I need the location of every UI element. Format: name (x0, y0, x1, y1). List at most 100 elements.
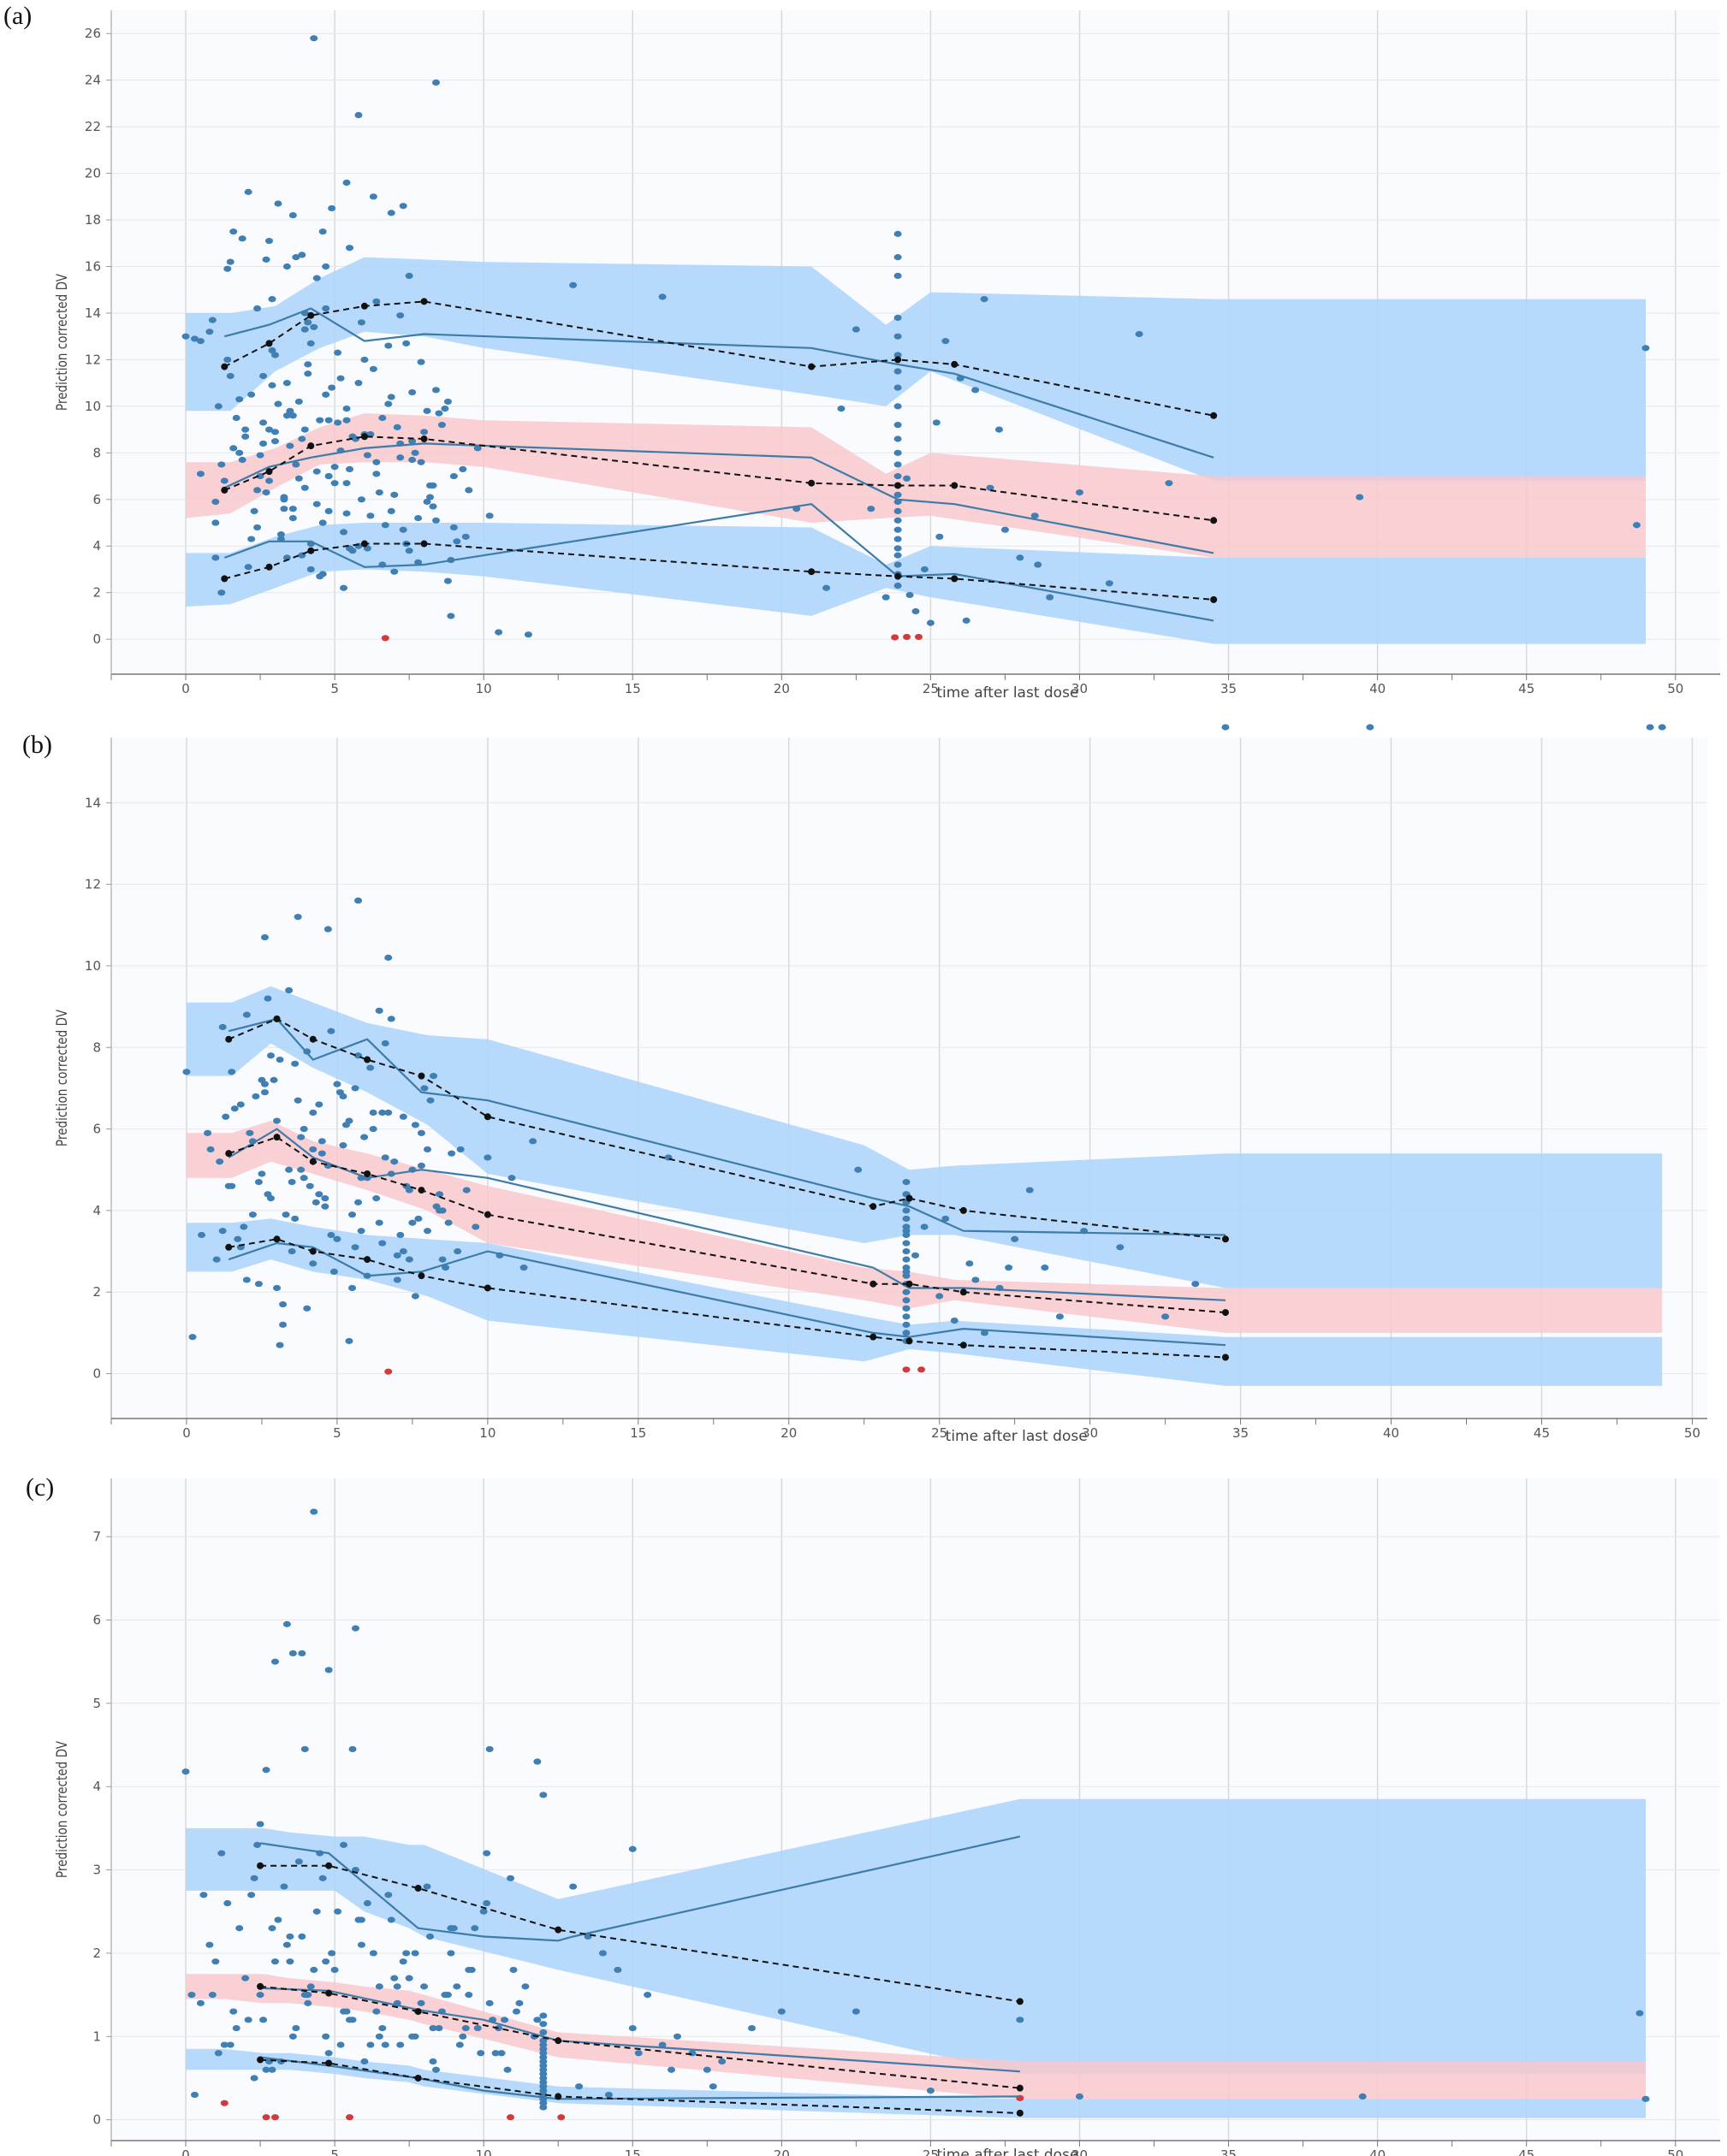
data-point (1016, 554, 1024, 561)
x-tick-label: 50 (1667, 2147, 1683, 2156)
data-point (485, 512, 494, 519)
x-tick-label: 30 (1071, 2147, 1088, 2156)
data-point (911, 607, 920, 615)
data-point (628, 2024, 637, 2032)
data-point (399, 1113, 407, 1120)
data-point (309, 1260, 318, 1267)
data-point (1633, 522, 1641, 529)
data-point (381, 2041, 389, 2048)
data-point (448, 1150, 456, 1157)
bloq-point (346, 2114, 354, 2121)
series-marker (221, 363, 228, 370)
data-point (426, 1933, 435, 1940)
data-point (294, 1097, 302, 1104)
data-point (381, 1154, 389, 1161)
data-point (329, 1268, 338, 1276)
y-tick-label: 16 (85, 259, 101, 275)
data-point (190, 335, 199, 342)
data-point (402, 1950, 411, 1957)
data-point (911, 1252, 920, 1259)
data-point (253, 524, 262, 531)
data-point (351, 435, 359, 442)
series-marker (894, 356, 902, 364)
data-point (300, 1745, 309, 1753)
series-marker (905, 1280, 913, 1288)
prediction-band-1 (186, 413, 1646, 558)
data-point (286, 1958, 294, 1965)
data-point (291, 1060, 300, 1067)
data-point (288, 506, 297, 512)
data-point (342, 480, 351, 487)
data-point (312, 468, 321, 475)
data-point (658, 293, 667, 300)
series-marker (307, 547, 315, 554)
data-point (294, 1858, 303, 1865)
data-point (204, 1129, 212, 1136)
data-point (322, 305, 330, 312)
data-point (902, 1297, 911, 1304)
data-point (435, 410, 443, 417)
data-point (322, 391, 330, 398)
data-point (390, 1975, 399, 1981)
series-marker (273, 1235, 281, 1243)
data-point (206, 1146, 215, 1153)
data-point (950, 1318, 958, 1324)
data-point (354, 1199, 363, 1205)
series-line-4 (223, 435, 1214, 522)
data-point (390, 568, 399, 575)
data-point (524, 631, 532, 638)
data-point (426, 494, 435, 500)
data-point (324, 2050, 333, 2057)
x-tick-label: 5 (333, 1425, 341, 1441)
data-point (378, 414, 387, 422)
data-point (211, 519, 220, 526)
x-tick-label: 15 (625, 2147, 641, 2156)
data-point (309, 1109, 318, 1116)
x-tick-label: 5 (330, 681, 339, 696)
series-marker (257, 2056, 264, 2064)
data-point (399, 203, 407, 210)
bloq-point (557, 2114, 566, 2121)
data-point (259, 440, 268, 447)
series-marker (1210, 517, 1218, 524)
data-point (459, 2033, 467, 2040)
data-point (980, 296, 988, 303)
data-point (703, 2066, 711, 2073)
data-point (360, 356, 369, 364)
series-marker (1016, 1998, 1024, 2005)
series-marker (894, 482, 902, 489)
data-point (282, 1620, 291, 1627)
data-point (196, 338, 205, 345)
data-point (456, 1146, 465, 1153)
data-point (423, 407, 431, 414)
data-point (430, 1073, 438, 1080)
data-point (429, 503, 437, 510)
bloq-points (381, 633, 923, 642)
y-tick-label: 8 (92, 445, 101, 460)
data-point (485, 1999, 494, 2006)
data-point (265, 426, 274, 433)
data-point (402, 1182, 411, 1189)
x-tick-label: 35 (1220, 2147, 1237, 2156)
data-point (852, 326, 860, 333)
y-tick-label: 0 (92, 631, 101, 647)
data-point (509, 1966, 518, 1974)
data-point (288, 1247, 296, 1255)
y-tick-label: 5 (92, 1696, 101, 1711)
bloq-point (270, 2114, 279, 2121)
data-point (300, 484, 309, 491)
data-point (1165, 480, 1173, 487)
data-point (292, 461, 300, 468)
bloq-point (507, 2114, 515, 2121)
data-point (360, 1134, 369, 1140)
x-tick-label: 45 (1518, 681, 1534, 696)
data-point (375, 1219, 383, 1226)
data-point (431, 517, 440, 524)
data-point (357, 1941, 365, 1948)
data-point (435, 2024, 443, 2032)
data-point (378, 2024, 387, 2032)
data-point (1356, 494, 1364, 500)
data-point (327, 1028, 335, 1034)
data-point (417, 358, 425, 365)
data-point (351, 1625, 359, 1632)
